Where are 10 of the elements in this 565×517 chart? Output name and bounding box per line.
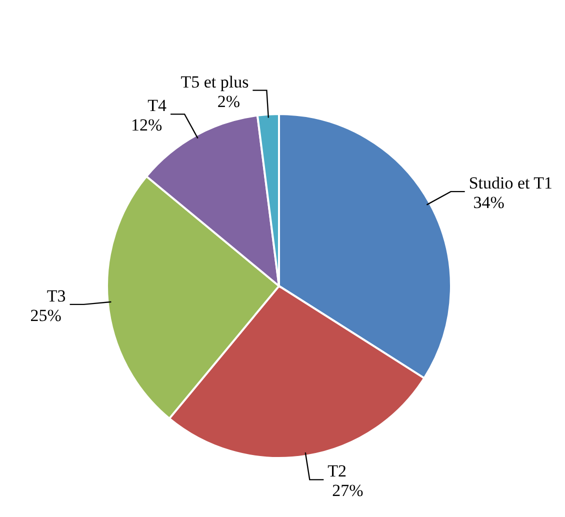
slice-label: T3 xyxy=(46,286,66,306)
data-label: 2% xyxy=(217,92,240,111)
data-label: 34% xyxy=(473,193,504,212)
data-label: 25% xyxy=(30,306,62,326)
slice-label: Studio et T1 xyxy=(468,174,553,193)
data-label: 27% xyxy=(332,481,364,500)
slice-label: T4 xyxy=(148,96,168,116)
slice-label: T5 et plus xyxy=(180,72,249,92)
slice-label: T2 xyxy=(328,462,347,481)
data-label: 12% xyxy=(130,116,162,135)
